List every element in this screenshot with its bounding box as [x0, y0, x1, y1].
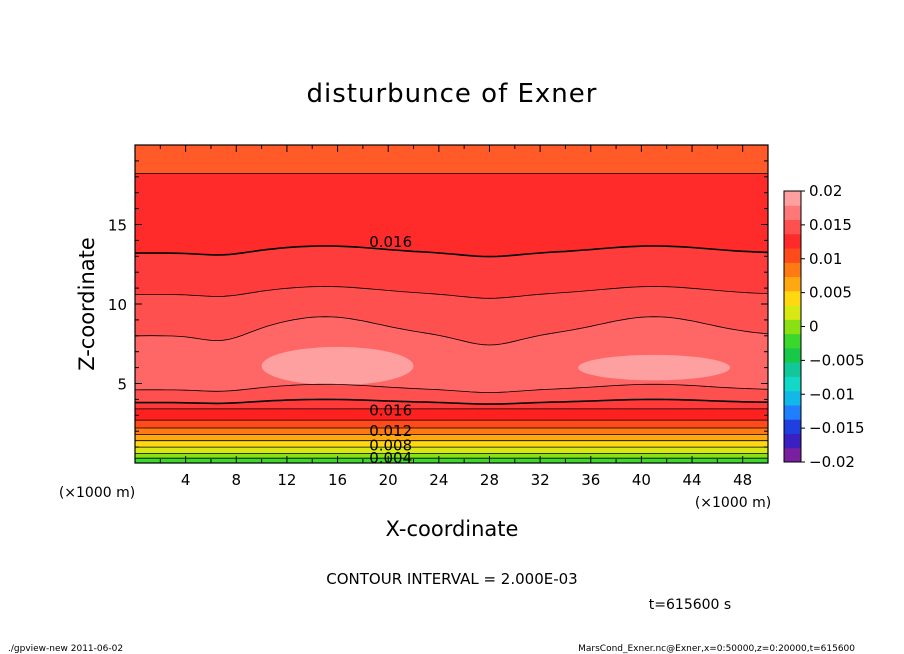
colorbar-segment	[784, 248, 801, 263]
contour-line	[135, 286, 769, 299]
colorbar-labels: 0.02 0.015 0.01 0.005 0 −0.005 −0.01 −0.015 −0.0…	[801, 182, 865, 471]
time-stamp: t=615600 s	[649, 597, 731, 613]
x-tick-label: 48	[733, 471, 752, 489]
colorbar-tick-label: 0	[809, 318, 819, 336]
colorbar-tick-label: −0.01	[809, 385, 855, 403]
x-tick-label: 36	[581, 471, 600, 489]
contour-band	[135, 458, 768, 463]
x-unit-label: (×1000 m)	[695, 495, 771, 511]
colorbar-tick-label: 0.01	[809, 250, 842, 268]
x-tick-label: 12	[277, 471, 296, 489]
x-tick-label: 8	[232, 471, 242, 489]
colorbar-tick-label: −0.015	[809, 419, 865, 437]
colorbar-segment	[784, 419, 801, 434]
x-axis-label: X-coordinate	[386, 517, 519, 541]
contour-label: 0.016	[369, 402, 412, 420]
y-axis-ticks: 5 10 15	[108, 160, 768, 448]
colorbar-segment	[784, 205, 801, 221]
colorbar-segment	[784, 347, 801, 363]
colorbar-segment	[784, 262, 801, 278]
colorbar-segment	[784, 290, 801, 306]
x-tick-label: 44	[682, 471, 701, 489]
colorbar-segment	[784, 376, 801, 392]
contour-label: 0.008	[369, 437, 412, 455]
contour-line	[135, 245, 769, 258]
y-tick-label: 5	[117, 376, 127, 394]
x-tick-label: 4	[181, 471, 191, 489]
colorbar-segment	[784, 219, 801, 235]
colorbar-tick-label: 0.02	[809, 182, 842, 200]
contour-label: 0.004	[369, 449, 412, 467]
colorbar-tick-label: −0.02	[809, 453, 855, 471]
x-tick-label: 20	[379, 471, 398, 489]
y-tick-label: 15	[108, 217, 127, 235]
contour-line	[135, 398, 768, 405]
colorbar-tick-label: 0.005	[809, 284, 852, 302]
colorbar-segment	[784, 362, 801, 377]
colorbar-segment	[784, 319, 801, 335]
contour-field	[135, 145, 768, 463]
contour-lines	[134, 173, 769, 459]
x-tick-label: 40	[632, 471, 651, 489]
maximum-region	[578, 354, 731, 381]
y-tick-label: 10	[108, 296, 127, 314]
x-tick-label: 16	[328, 471, 347, 489]
maximum-region	[261, 346, 414, 386]
footer-source: MarsCond_Exner.nc@Exner,x=0:50000,z=0:20…	[578, 644, 855, 654]
contour-label: 0.012	[369, 422, 412, 440]
contour-interval: CONTOUR INTERVAL = 2.000E-03	[326, 570, 577, 588]
y-axis-label: Z-coordinate	[75, 237, 99, 371]
y-unit-label: (×1000 m)	[59, 485, 135, 501]
x-axis-ticks: 4 8 12 16 20 24 28 32 36 40 44 48	[159, 145, 769, 489]
chart-title: disturbunce of Exner	[307, 79, 598, 109]
contour-line	[134, 383, 769, 393]
colorbar-segment	[784, 233, 801, 249]
colorbar-segment	[784, 333, 801, 349]
colorbar-tick-label: 0.015	[809, 216, 852, 234]
contour-line	[135, 316, 769, 346]
colorbar-tick-label: −0.005	[809, 351, 865, 369]
colorbar	[783, 190, 802, 463]
colorbar-segment	[784, 191, 801, 206]
colorbar-segment	[784, 305, 801, 320]
x-tick-label: 32	[531, 471, 550, 489]
colorbar-segment	[784, 433, 801, 449]
footer-program: ./gpview-new 2011-06-02	[8, 644, 123, 654]
colorbar-segment	[784, 390, 801, 406]
colorbar-segment	[784, 447, 801, 463]
x-tick-label: 28	[480, 471, 499, 489]
colorbar-segment	[784, 404, 801, 420]
x-tick-label: 24	[429, 471, 448, 489]
contour-label: 0.016	[369, 233, 412, 251]
colorbar-segment	[784, 276, 801, 292]
